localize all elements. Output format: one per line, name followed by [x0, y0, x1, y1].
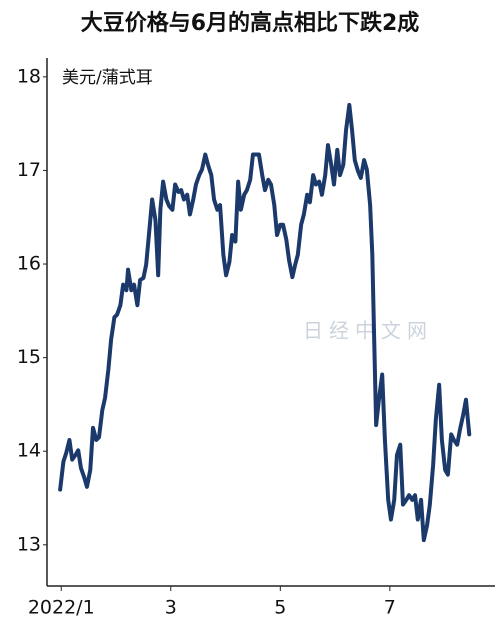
watermark: 日经中文网: [303, 319, 433, 343]
x-tick-label: 5: [274, 597, 286, 619]
chart-title: 大豆价格与6月的高点相比下跌2成: [81, 10, 420, 36]
x-tick-label: 7: [384, 597, 396, 619]
y-tick-label: 14: [17, 440, 41, 462]
x-tick-label: 3: [165, 597, 177, 619]
line: [58, 102, 472, 543]
y-axis-label: 美元/蒲式耳: [62, 68, 153, 88]
y-tick-label: 17: [17, 159, 41, 181]
y-tick-label: 13: [17, 533, 41, 555]
y-tick-label: 18: [17, 65, 41, 87]
y-tick-label: 16: [17, 253, 41, 275]
x-tick-label: 2022/1: [28, 597, 95, 619]
y-tick-label: 15: [17, 346, 41, 368]
